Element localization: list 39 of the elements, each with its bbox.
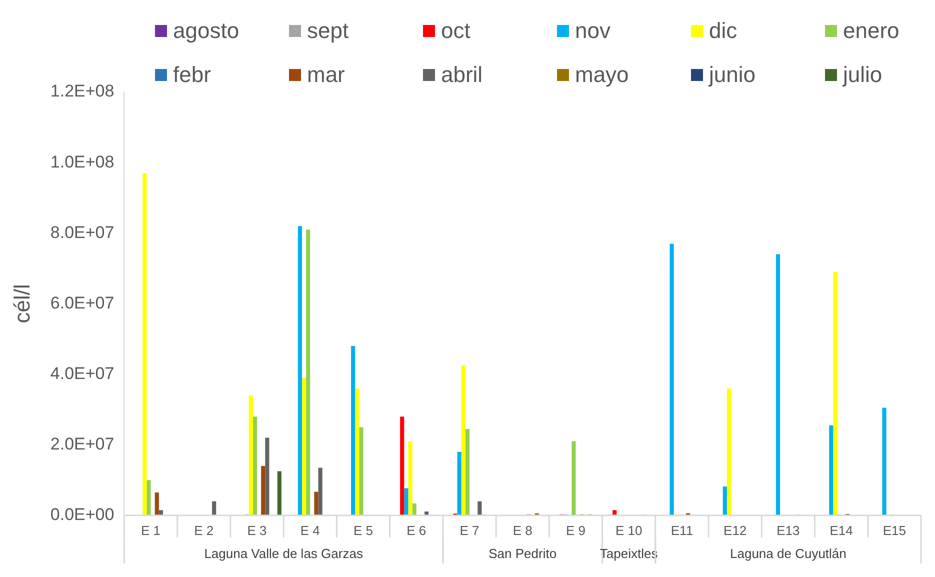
x-tick-label: E 1 <box>141 522 161 538</box>
x-tick-label: E 4 <box>300 522 320 538</box>
x-tick-label: E 7 <box>460 522 480 538</box>
legend-label: enero <box>843 18 900 44</box>
x-tick-label: E 8 <box>512 522 532 538</box>
legend-label: agosto <box>173 18 240 44</box>
x-tick-label: E15 <box>882 522 906 538</box>
x-tick-label: E 9 <box>566 522 586 538</box>
legend-label: febr <box>173 62 211 88</box>
x-tick-label: E 5 <box>353 522 374 538</box>
legend-label: dic <box>709 18 738 44</box>
legend-label: nov <box>575 18 610 44</box>
y-tick-label: 2.0E+07 <box>50 434 114 454</box>
y-axis-title: cél/l <box>9 284 34 324</box>
legend-label: julio <box>843 62 882 88</box>
x-tick-label: E 2 <box>194 522 214 538</box>
legend-label: sept <box>307 18 349 44</box>
x-tick-label: E11 <box>670 522 694 538</box>
legend-label: mar <box>307 62 345 88</box>
text: Tapeixtles <box>600 546 658 561</box>
x-tick-label: E 6 <box>406 522 426 538</box>
y-tick-label: 6.0E+07 <box>50 293 114 312</box>
legend-label: junio <box>709 62 756 88</box>
y-tick-label: 1.2E+08 <box>50 82 114 101</box>
legend-label: abril <box>441 62 483 88</box>
text: San Pedrito <box>488 546 557 561</box>
y-tick-label: 0.0E+00 <box>50 505 114 524</box>
x-tick-label: E13 <box>776 522 800 538</box>
x-tick-label: E 10 <box>615 522 642 538</box>
x-tick-label: E 3 <box>247 522 267 538</box>
legend-label: oct <box>441 18 470 44</box>
x-tick-label: E12 <box>724 522 747 538</box>
y-tick-label: 8.0E+07 <box>50 222 114 242</box>
legend-label: mayo <box>575 62 629 88</box>
text: Laguna de Cuyutlán <box>730 546 846 561</box>
x-tick-label: E14 <box>830 522 853 538</box>
text: Laguna Valle de las Garzas <box>204 546 364 561</box>
y-tick-label: 1.0E+08 <box>50 152 114 172</box>
y-tick-label: 4.0E+07 <box>50 364 114 383</box>
